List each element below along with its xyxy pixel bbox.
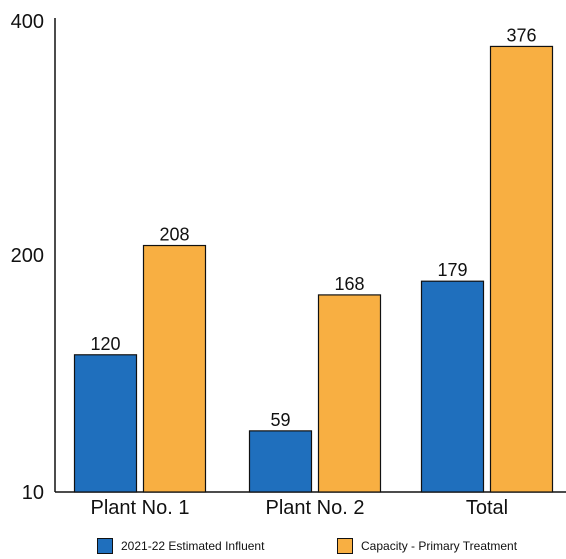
bar (248, 430, 313, 493)
y-tick-label: 10 (22, 482, 44, 504)
data-label: 376 (506, 25, 536, 45)
legend-label-capacity: Capacity - Primary Treatment (361, 539, 518, 553)
x-category-label: Plant No. 1 (91, 497, 190, 519)
bar (73, 354, 138, 493)
legend: 2021-22 Estimated Influent Capacity - Pr… (0, 530, 566, 559)
bar (420, 280, 485, 493)
x-category-label: Plant No. 2 (266, 497, 365, 519)
bar (317, 294, 382, 493)
y-tick-label: 200 (11, 245, 44, 267)
legend-label-estimated-influent: 2021-22 Estimated Influent (121, 539, 265, 553)
data-label: 179 (437, 260, 467, 280)
legend-item-estimated-influent: 2021-22 Estimated Influent (97, 538, 264, 554)
data-label: 59 (270, 410, 290, 430)
data-label: 208 (159, 225, 189, 245)
legend-swatch-estimated-influent (97, 538, 113, 554)
bar (142, 244, 207, 493)
legend-swatch-capacity (337, 538, 353, 554)
y-tick-label: 400 (11, 11, 44, 33)
legend-item-capacity: Capacity - Primary Treatment (337, 538, 517, 554)
bar (489, 45, 554, 493)
data-label: 168 (334, 274, 364, 294)
x-category-label: Total (466, 497, 508, 519)
data-label: 120 (90, 334, 120, 354)
bar-chart: 10 200 400 120 59 179 208 168 376 Plant No. 1 Plan… (11, 11, 566, 519)
